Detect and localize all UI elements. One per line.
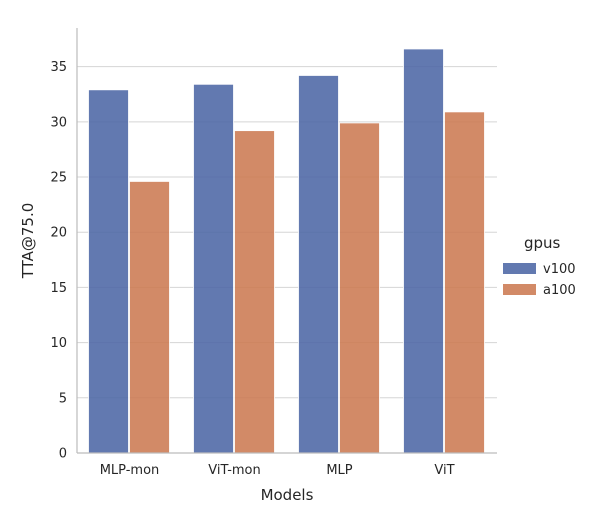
bar-a100-vit [444,111,485,454]
y-tick-label: 0 [59,447,67,462]
x-tick-label: MLP-mon [100,463,160,478]
y-tick-label: 35 [50,60,67,75]
legend-label-v100: v100 [543,262,576,277]
axes [76,28,497,454]
y-tick-labels: 0 5 10 15 20 25 30 35 [50,60,67,461]
legend-swatch-v100 [503,263,536,274]
bar-a100-mlp-mon [129,181,170,454]
bar-v100-vit-mon [193,83,234,454]
legend-label-a100: a100 [543,283,576,298]
y-tick-label: 10 [50,336,67,351]
bar-a100-vit-mon [234,130,275,454]
y-tick-label: 15 [50,281,67,296]
y-tick-label: 20 [50,226,67,241]
y-tick-label: 25 [50,171,67,186]
bar-v100-mlp-mon [88,89,129,454]
bar-a100-mlp [339,122,380,454]
y-tick-label: 5 [59,391,67,406]
x-axis-title: Models [261,486,314,504]
bars [88,48,485,454]
y-axis-title: TTA@75.0 [19,203,37,280]
legend-title: gpus [524,234,561,252]
x-tick-label: ViT-mon [208,463,261,478]
bar-v100-vit [403,48,444,454]
x-tick-label: MLP [326,463,352,478]
bar-v100-mlp [298,75,339,454]
legend: gpus v100 a100 [503,234,576,298]
y-tick-label: 30 [50,115,67,130]
x-tick-labels: MLP-mon ViT-mon MLP ViT [100,463,455,478]
legend-swatch-a100 [503,284,536,295]
x-tick-label: ViT [434,463,454,478]
